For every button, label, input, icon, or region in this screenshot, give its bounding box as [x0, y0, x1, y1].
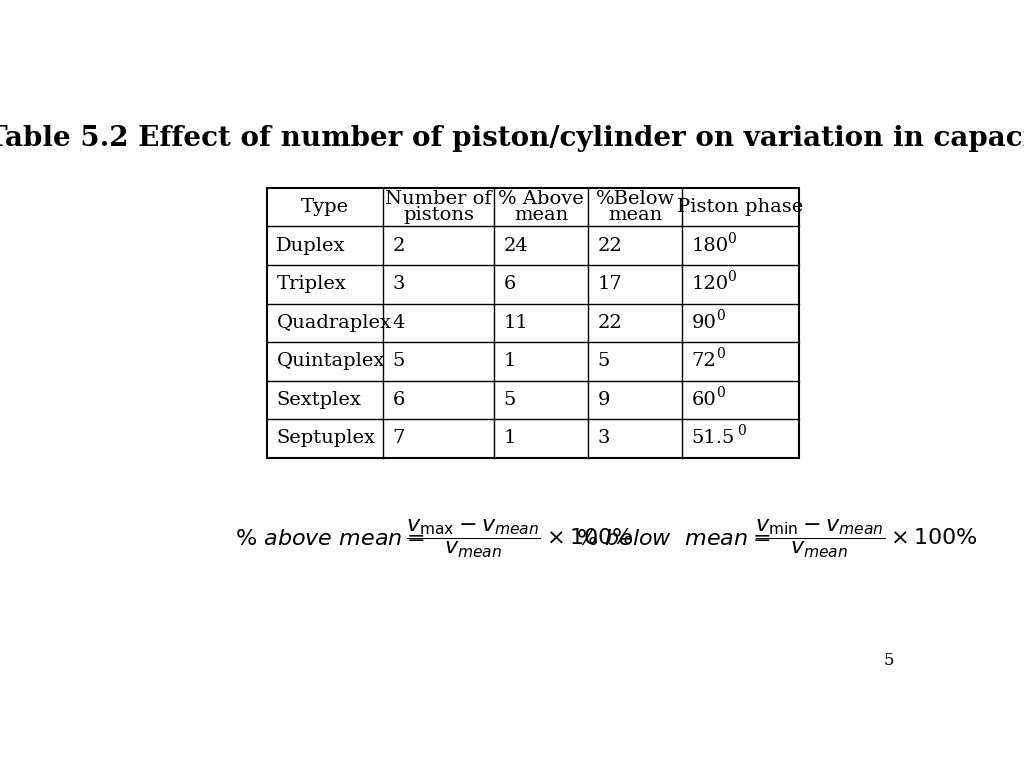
Text: 0: 0 — [727, 232, 735, 246]
Text: $\mathit{\%\ below\ \ mean} =$: $\mathit{\%\ below\ \ mean} =$ — [577, 528, 771, 550]
Text: $\dfrac{v_{\mathrm{min}}-v_{\mathit{mean}}}{v_{\mathit{mean}}} \times 100\%$: $\dfrac{v_{\mathrm{min}}-v_{\mathit{mean… — [755, 518, 978, 560]
Text: 0: 0 — [717, 347, 725, 362]
Text: Piston phase: Piston phase — [677, 198, 804, 217]
Text: Type: Type — [301, 198, 349, 217]
Text: 6: 6 — [393, 391, 406, 409]
Text: 0: 0 — [727, 270, 735, 284]
Text: 9: 9 — [598, 391, 610, 409]
Text: 0: 0 — [737, 425, 745, 439]
Text: 72: 72 — [692, 353, 717, 370]
Text: 3: 3 — [393, 275, 406, 293]
Text: 1: 1 — [504, 353, 516, 370]
Text: mean: mean — [514, 206, 568, 224]
Text: Triplex: Triplex — [276, 275, 346, 293]
Text: 5: 5 — [393, 353, 406, 370]
Text: 0: 0 — [717, 309, 725, 323]
Text: $\dfrac{v_{\mathrm{max}}-v_{\mathit{mean}}}{v_{\mathit{mean}}} \times 100\%$: $\dfrac{v_{\mathrm{max}}-v_{\mathit{mean… — [406, 518, 633, 560]
Text: 60: 60 — [692, 391, 717, 409]
Text: $\mathit{\%\ above\ mean} =$: $\mathit{\%\ above\ mean} =$ — [236, 528, 425, 550]
Text: 51.5: 51.5 — [692, 429, 735, 447]
Text: 11: 11 — [504, 314, 528, 332]
Text: 180: 180 — [692, 237, 729, 255]
Text: 6: 6 — [504, 275, 516, 293]
Text: 5: 5 — [598, 353, 610, 370]
Text: 5: 5 — [884, 652, 894, 669]
Text: 1: 1 — [504, 429, 516, 447]
Text: mean: mean — [608, 206, 663, 224]
Text: Quintaplex: Quintaplex — [276, 353, 385, 370]
Text: % Above: % Above — [498, 190, 584, 208]
Text: Sextplex: Sextplex — [276, 391, 361, 409]
Text: 2: 2 — [393, 237, 406, 255]
FancyBboxPatch shape — [267, 188, 799, 458]
Text: 17: 17 — [598, 275, 623, 293]
Text: 5: 5 — [504, 391, 516, 409]
Text: 22: 22 — [598, 314, 623, 332]
Text: Number of: Number of — [385, 190, 492, 208]
Text: 24: 24 — [504, 237, 528, 255]
Text: 7: 7 — [393, 429, 406, 447]
Text: 90: 90 — [692, 314, 717, 332]
Text: 0: 0 — [717, 386, 725, 400]
Text: Duplex: Duplex — [276, 237, 346, 255]
Text: Septuplex: Septuplex — [276, 429, 376, 447]
Text: %Below: %Below — [596, 190, 675, 208]
Text: pistons: pistons — [403, 206, 474, 224]
Text: 120: 120 — [692, 275, 729, 293]
Text: Table 5.2 Effect of number of piston/cylinder on variation in capacity: Table 5.2 Effect of number of piston/cyl… — [0, 124, 1024, 152]
Text: Quadraplex: Quadraplex — [276, 314, 391, 332]
Text: 22: 22 — [598, 237, 623, 255]
Text: 3: 3 — [598, 429, 610, 447]
Text: 4: 4 — [393, 314, 406, 332]
